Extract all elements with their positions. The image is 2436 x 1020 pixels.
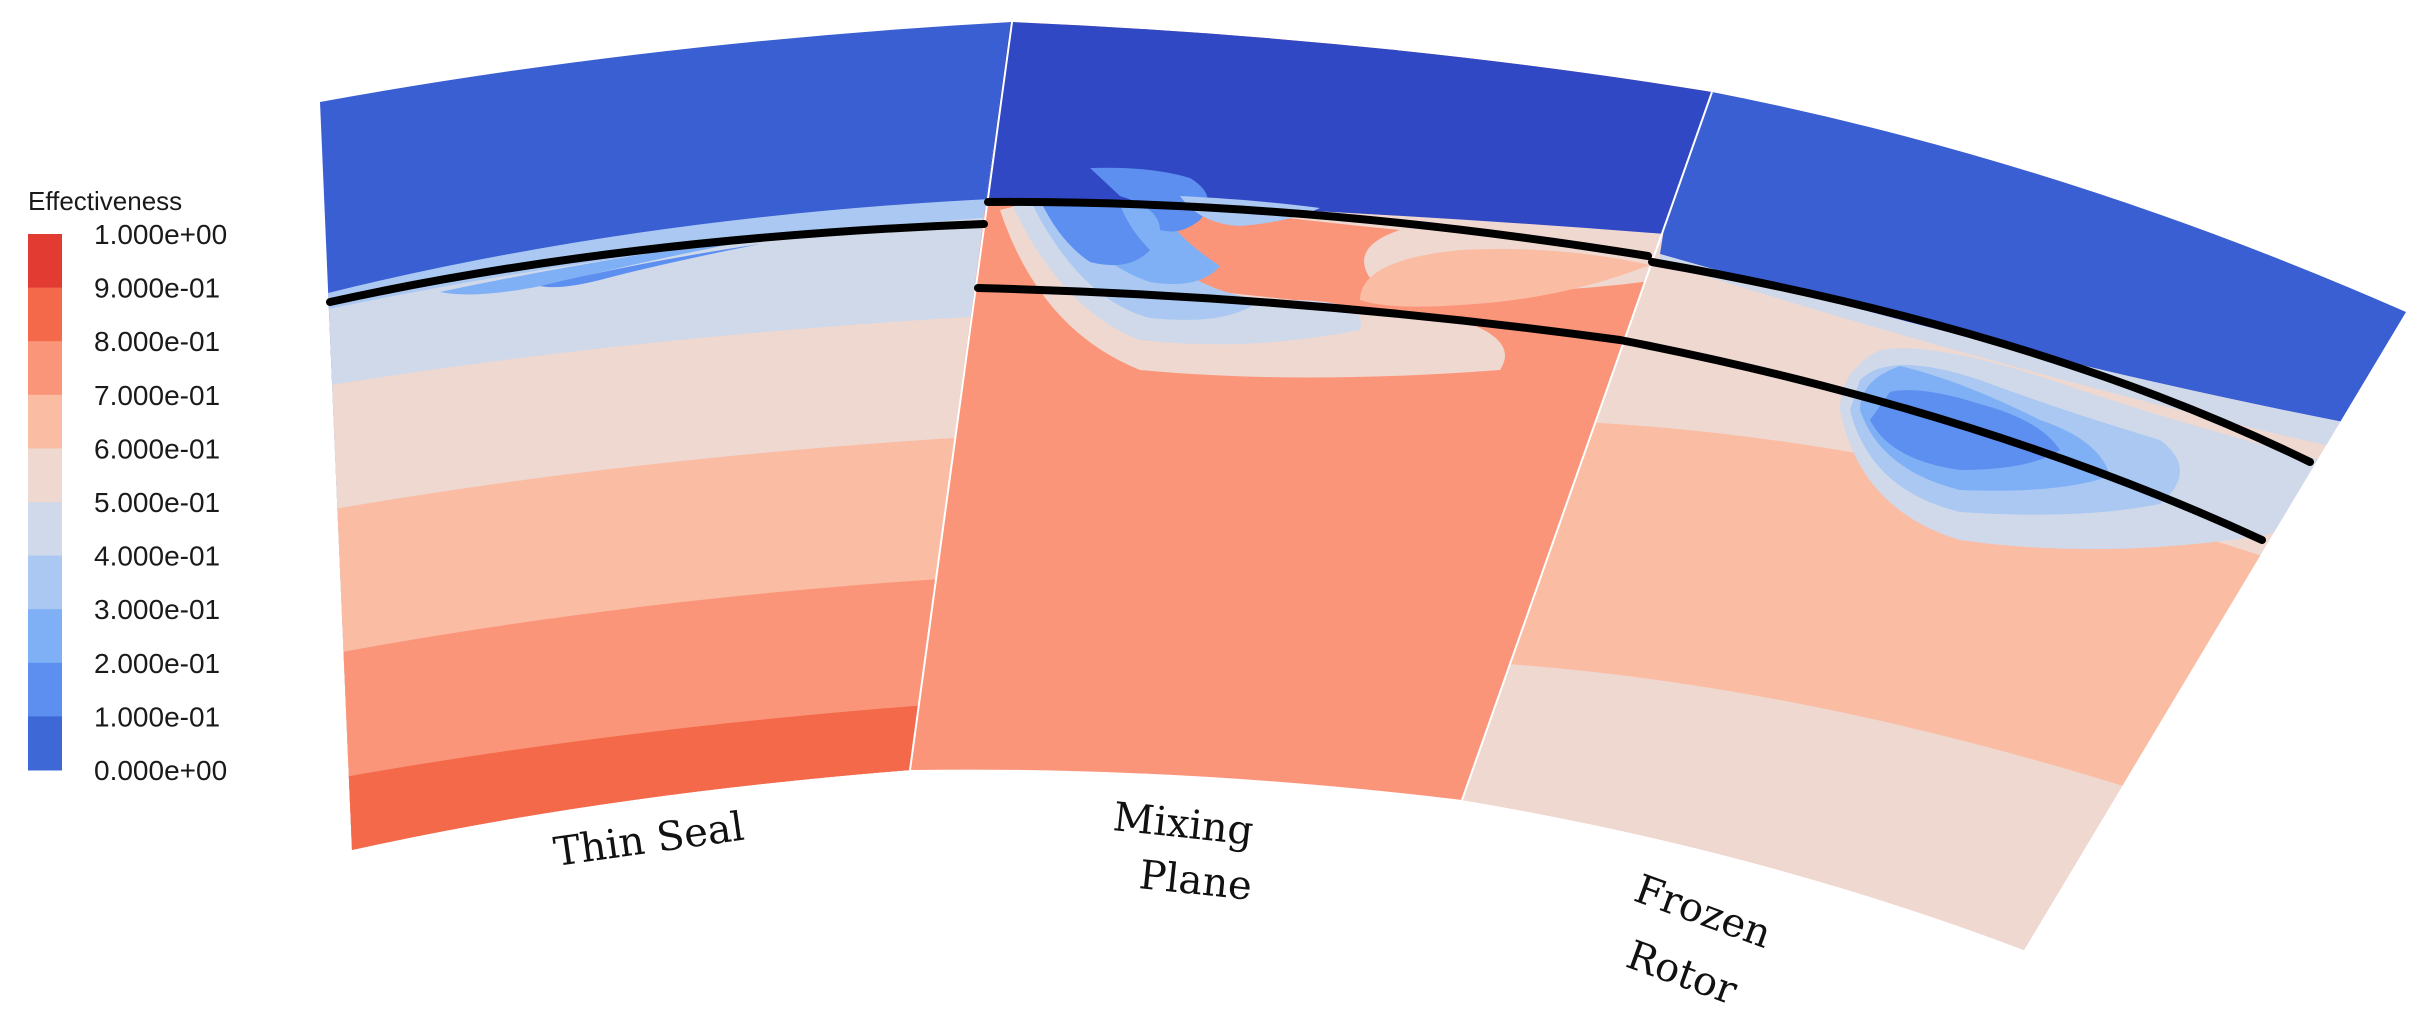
legend-tick-label: 8.000e-01 xyxy=(94,326,220,357)
legend-tick-label: 3.000e-01 xyxy=(94,594,220,625)
legend-tick-label: 0.000e+00 xyxy=(94,755,227,786)
interface-line-frozen-upper xyxy=(1648,258,2314,466)
legend-band-6 xyxy=(28,555,62,610)
legend-band-7 xyxy=(28,609,62,664)
panel-seam-right xyxy=(1461,91,1713,801)
interface-line-mixing-lower xyxy=(974,284,1624,344)
legend-tick-label: 6.000e-01 xyxy=(94,433,220,464)
legend-tick-label: 9.000e-01 xyxy=(94,273,220,304)
bubble-0.6 xyxy=(1360,249,1650,307)
legend-tick-label: 2.000e-01 xyxy=(94,648,220,679)
band-0.1-wedge xyxy=(540,244,760,288)
legend-tick-label: 7.000e-01 xyxy=(94,380,220,411)
legend-color-bands xyxy=(28,234,62,771)
legend-title: Effectiveness xyxy=(28,186,182,216)
interface-line-mixing-upper xyxy=(984,197,1652,260)
band-0.2-under-top xyxy=(1090,167,1208,232)
legend-band-2 xyxy=(28,341,62,396)
legend-tick-label: 1.000e-01 xyxy=(94,701,220,732)
legend-band-4 xyxy=(28,448,62,503)
label-plane: Plane xyxy=(1137,852,1254,910)
legend-band-8 xyxy=(28,662,62,717)
legend-band-1 xyxy=(28,287,62,342)
panel-seam-left xyxy=(909,21,1013,771)
colorbar-legend: Effectiveness 1.000e+00 9.000e-01 8.000e-0… xyxy=(28,186,227,786)
legend-tick-labels: 1.000e+00 9.000e-01 8.000e-01 7.000e-01 6.00… xyxy=(94,219,227,786)
label-thin-seal: Thin Seal xyxy=(551,804,747,876)
interface-line-frozen-lower xyxy=(1616,336,2266,544)
legend-tick-label: 5.000e-01 xyxy=(94,487,220,518)
legend-band-0 xyxy=(28,234,62,289)
legend-band-9 xyxy=(28,716,62,771)
legend-tick-label: 4.000e-01 xyxy=(94,541,220,572)
legend-tick-label: 1.000e+00 xyxy=(94,219,227,250)
legend-band-5 xyxy=(28,502,62,557)
plume-0.1 xyxy=(1040,198,1150,266)
legend-band-3 xyxy=(28,394,62,449)
panel-labels: Thin Seal Mixing Plane Frozen Rotor xyxy=(551,794,1777,1014)
interface-line-thin-seal xyxy=(326,220,988,306)
label-mixing: Mixing xyxy=(1111,794,1256,854)
